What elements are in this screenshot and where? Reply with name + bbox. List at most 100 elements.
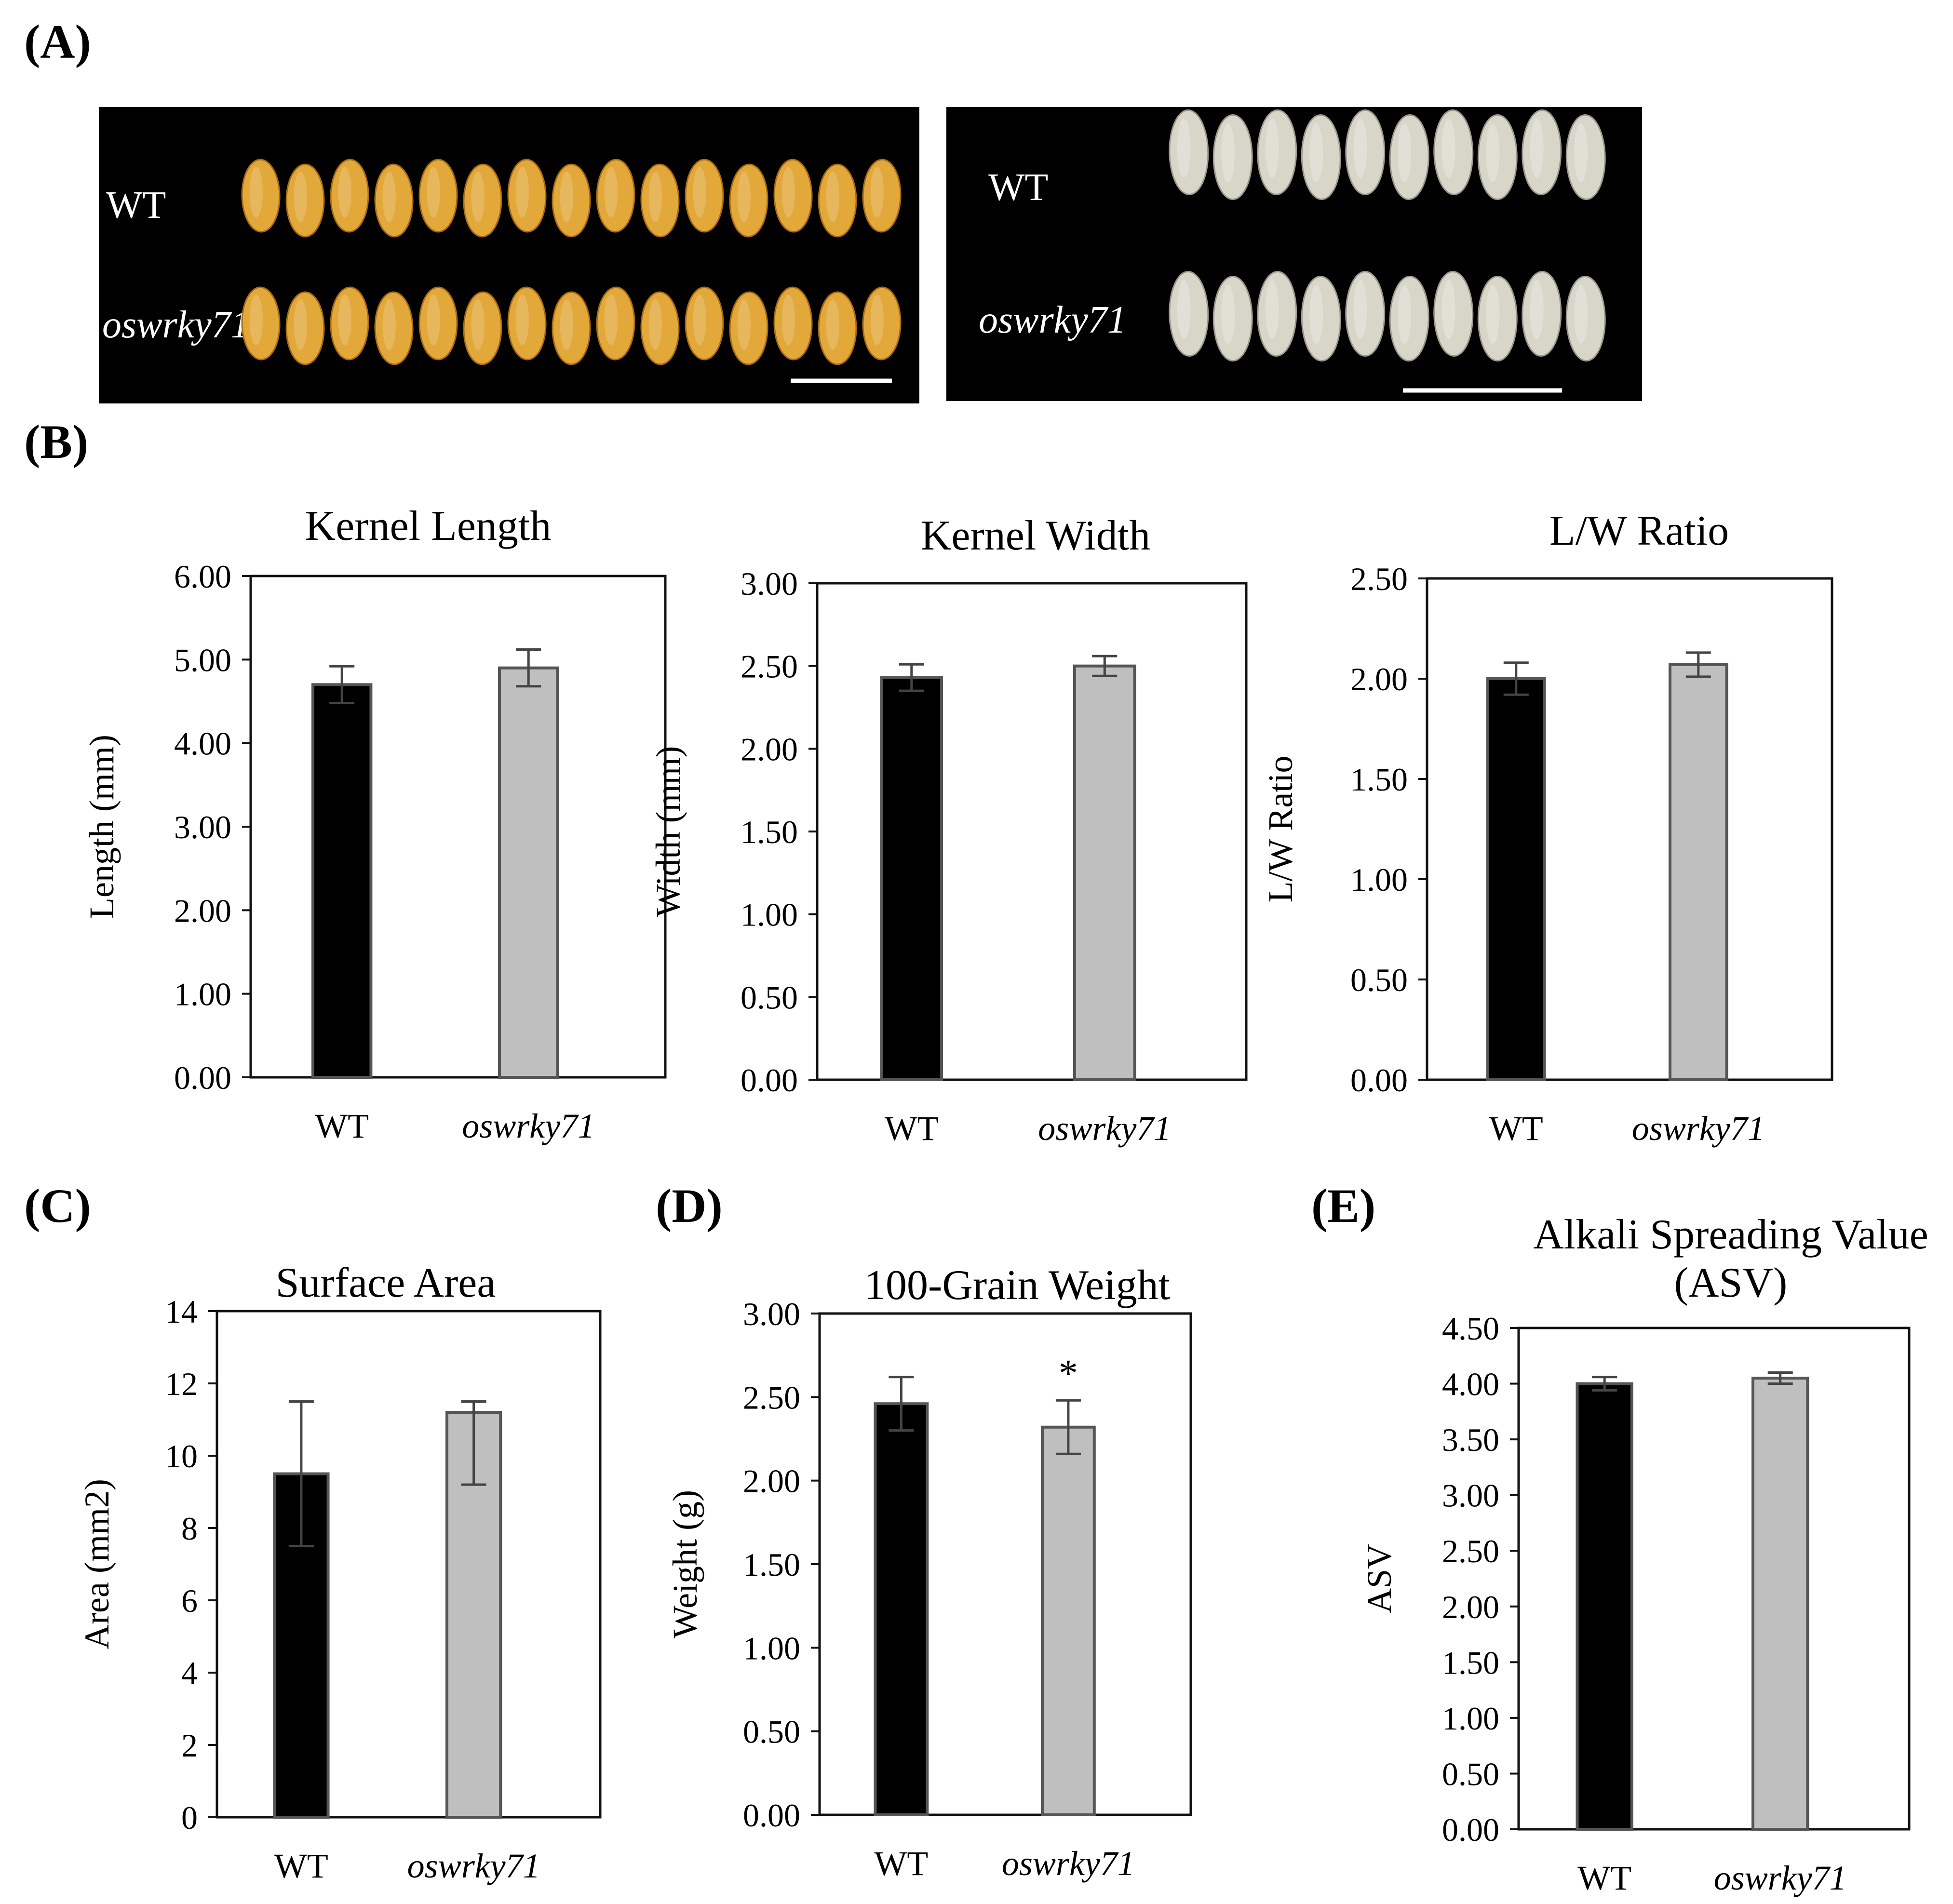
grain-highlight <box>338 167 351 217</box>
grain <box>241 286 281 361</box>
grain-row-mutant <box>1169 271 1606 362</box>
y-tick-label: 8 <box>181 1510 198 1547</box>
grain <box>862 286 902 361</box>
y-tick-label: 0.00 <box>1442 1811 1499 1848</box>
grain <box>1345 109 1386 195</box>
y-axis-label: Length (mm) <box>82 735 121 919</box>
grain-highlight <box>1441 119 1455 178</box>
y-tick-label: 0.50 <box>741 979 798 1016</box>
y-axis-label: Weight (g) <box>666 1490 704 1638</box>
grain-highlight <box>870 167 884 217</box>
grain-highlight <box>604 167 618 217</box>
grain-highlight <box>1265 119 1279 178</box>
x-tick-label: oswrky71 <box>407 1847 540 1885</box>
grain-highlight <box>1177 280 1191 339</box>
grain-row-wt <box>241 159 902 238</box>
grain-highlight <box>338 295 351 345</box>
y-tick-label: 0.00 <box>741 1062 798 1099</box>
y-tick-label: 1.00 <box>174 976 231 1013</box>
grain-highlight <box>1309 285 1323 344</box>
y-tick-label: 1.00 <box>741 897 798 933</box>
bar-mutant <box>498 666 559 1079</box>
plot-area <box>216 1310 602 1819</box>
grain <box>552 163 591 238</box>
chart-title: Surface Area <box>276 1260 496 1306</box>
grain-highlight <box>560 172 573 222</box>
x-tick-label: WT <box>274 1847 328 1885</box>
y-tick-label: 0.50 <box>1442 1756 1499 1792</box>
y-tick-label: 2.50 <box>741 648 798 685</box>
grain-highlight <box>294 299 307 350</box>
x-tick-label: oswrky71 <box>1632 1109 1765 1148</box>
y-tick-label: 2.00 <box>743 1463 800 1500</box>
y-tick-label: 1.00 <box>1442 1700 1499 1737</box>
bar-mutant <box>1669 663 1728 1081</box>
grain <box>729 291 768 365</box>
grain-row-wt <box>1169 109 1606 200</box>
plot-area <box>1426 577 1833 1081</box>
grain-highlight <box>1398 123 1412 183</box>
grain-highlight <box>1441 280 1455 339</box>
grain-highlight <box>693 295 706 345</box>
grain <box>1565 276 1606 362</box>
grain <box>1565 114 1606 200</box>
grain <box>330 286 369 361</box>
y-tick-label: 4.00 <box>174 725 231 762</box>
chart-title: Alkali Spreading Value <box>1533 1211 1928 1258</box>
y-tick-label: 14 <box>165 1293 198 1330</box>
bar-wt <box>1486 677 1546 1081</box>
y-tick-label: 2.00 <box>1442 1589 1499 1625</box>
grain-highlight <box>826 299 839 350</box>
grain <box>773 159 813 233</box>
y-tick-label: 6.00 <box>174 558 231 595</box>
grain <box>463 291 502 365</box>
grain <box>1433 109 1474 195</box>
panel-label-b: (B) <box>24 415 88 469</box>
grain-highlight <box>249 167 263 217</box>
grain-highlight <box>1574 123 1588 183</box>
grain <box>418 286 458 361</box>
grain <box>330 159 369 233</box>
grain-highlight <box>1574 285 1588 344</box>
bar-mutant <box>1073 664 1136 1081</box>
grain <box>729 163 768 238</box>
bar-wt <box>1576 1382 1633 1831</box>
grain <box>1257 109 1297 195</box>
x-tick-label: WT <box>874 1844 928 1883</box>
y-tick-label: 1.00 <box>743 1630 800 1666</box>
significance-marker: * <box>1059 1352 1078 1394</box>
grain-highlight <box>1265 280 1279 339</box>
y-tick-label: 12 <box>165 1366 198 1402</box>
grain-highlight <box>1530 280 1544 339</box>
grain-highlight <box>382 172 396 222</box>
grain-highlight <box>294 172 307 222</box>
y-tick-label: 6 <box>181 1582 198 1619</box>
y-axis-label: L/W Ratio <box>1261 756 1300 903</box>
chart-title: Kernel Width <box>921 512 1150 559</box>
grain <box>1212 114 1253 200</box>
photo-row-label-wt: WT <box>106 184 166 227</box>
bar-wt <box>311 683 373 1079</box>
grain-highlight <box>1486 123 1500 183</box>
grain-highlight <box>515 167 529 217</box>
grain <box>818 291 857 365</box>
grain-highlight <box>870 295 884 345</box>
grain <box>1212 276 1253 362</box>
grain <box>596 286 635 361</box>
bar-wt <box>874 1402 929 1816</box>
y-tick-label: 0.00 <box>743 1797 800 1834</box>
panel-label-d: (D) <box>656 1179 723 1233</box>
grain <box>1389 114 1429 200</box>
grain-highlight <box>560 299 573 350</box>
y-tick-label: 3.00 <box>741 565 798 602</box>
photo-row-label-mutant: oswrky71 <box>979 299 1127 341</box>
grain <box>685 159 724 233</box>
grain <box>418 159 458 233</box>
polished-grain-photo: WT oswrky71 <box>946 107 1642 401</box>
y-tick-label: 1.50 <box>1442 1644 1499 1681</box>
y-tick-label: 3.00 <box>1442 1477 1499 1514</box>
y-axis-label: Area (mm2) <box>78 1479 116 1649</box>
grain <box>1433 271 1474 357</box>
y-tick-label: 2.50 <box>1442 1533 1499 1569</box>
grain-highlight <box>471 299 485 350</box>
